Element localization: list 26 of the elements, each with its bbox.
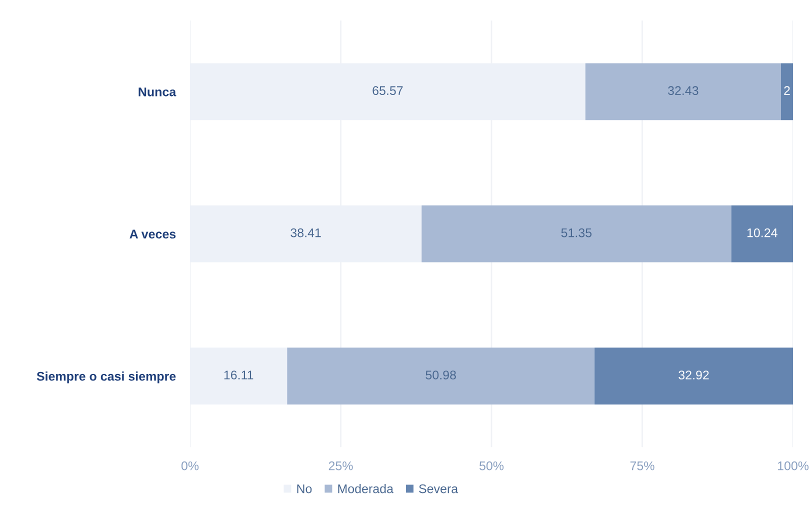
data-label: 38.41 [290, 228, 321, 238]
data-label: 16.11 [224, 370, 254, 380]
data-label: 51.35 [561, 228, 592, 238]
legend-label: Moderada [338, 484, 394, 494]
bar [731, 205, 793, 262]
data-label: 50.98 [426, 370, 456, 380]
y-tick-label: A veces [130, 230, 176, 239]
data-label: 65.57 [372, 86, 403, 96]
x-tick-label: 50% [479, 461, 504, 470]
legend-label: Severa [419, 484, 458, 494]
bar [594, 348, 793, 405]
data-label: 32.43 [668, 86, 698, 96]
x-tick-label: 100% [778, 461, 809, 470]
y-tick-label: Siempre o casi siempre [36, 372, 176, 384]
data-label: 32.92 [678, 370, 709, 380]
legend-label: No [297, 484, 312, 494]
x-tick-label: 25% [328, 461, 353, 470]
y-tick-label: Nunca [138, 88, 176, 96]
x-tick-label: 0% [181, 461, 199, 470]
bar [585, 63, 781, 120]
bar [780, 63, 793, 120]
x-tick-label: 75% [630, 461, 654, 470]
data-label: 2 [784, 86, 790, 95]
bar [422, 205, 732, 262]
bar [287, 348, 595, 405]
data-label: 10.24 [747, 228, 778, 238]
